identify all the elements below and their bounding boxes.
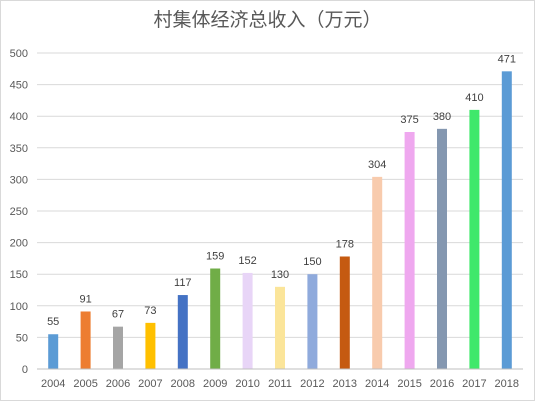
data-label: 91 (79, 293, 91, 305)
y-tick-label: 50 (16, 332, 28, 344)
y-tick-label: 100 (10, 301, 28, 313)
bar (177, 295, 188, 369)
y-tick-label: 450 (10, 80, 28, 92)
bar (404, 132, 415, 369)
y-tick-label: 150 (10, 269, 28, 281)
bar (113, 326, 123, 369)
y-tick-label: 0 (22, 364, 28, 376)
data-label: 130 (271, 269, 289, 281)
data-label: 304 (368, 159, 386, 171)
x-tick-label: 2009 (203, 378, 227, 390)
x-tick-label: 2015 (397, 378, 421, 390)
data-label: 117 (174, 277, 192, 289)
x-tick-label: 2016 (430, 378, 454, 390)
bar (372, 176, 383, 369)
x-tick-label: 2008 (171, 378, 195, 390)
data-label: 55 (47, 316, 59, 328)
x-tick-label: 2014 (365, 378, 389, 390)
bar (145, 322, 156, 369)
bar (339, 256, 350, 369)
bar (48, 334, 59, 369)
y-tick-label: 300 (10, 174, 28, 186)
x-tick-label: 2010 (235, 378, 259, 390)
data-label: 178 (336, 239, 354, 251)
data-label: 152 (238, 255, 256, 267)
data-label: 410 (465, 92, 483, 104)
bar (501, 71, 512, 369)
x-tick-label: 2006 (106, 378, 130, 390)
y-tick-label: 500 (10, 48, 28, 60)
data-labels: 55 91 67 73 117 159 152 130 150 178 304 375 380 410 47… (47, 53, 516, 328)
x-tick-label: 2007 (138, 378, 162, 390)
y-tick-label: 350 (10, 143, 28, 155)
bar (437, 128, 447, 369)
y-axis-ticks: 0 50 100 150 200 250 300 350 400 450 500 (10, 48, 28, 376)
data-label: 471 (498, 53, 516, 65)
data-label: 375 (400, 114, 418, 126)
x-tick-label: 2017 (462, 378, 486, 390)
bar (275, 286, 285, 369)
data-label: 159 (206, 251, 224, 263)
x-tick-label: 2005 (73, 378, 97, 390)
bar (307, 274, 318, 369)
x-axis-ticks: 2004 2005 2006 2007 2008 2009 2010 2011 2012 2013… (41, 378, 519, 390)
x-tick-label: 2013 (333, 378, 357, 390)
bar (242, 272, 253, 369)
x-tick-label: 2011 (268, 378, 292, 390)
data-label: 67 (112, 309, 124, 321)
data-label: 380 (433, 111, 451, 123)
y-tick-label: 200 (10, 238, 28, 250)
bar (210, 268, 221, 369)
x-tick-label: 2018 (495, 378, 519, 390)
data-label: 73 (144, 305, 156, 317)
bar (469, 109, 480, 369)
y-tick-label: 250 (10, 206, 28, 218)
bar (80, 311, 91, 369)
chart-title: 村集体经济总收入（万元） (153, 9, 382, 31)
bars (48, 71, 512, 369)
x-tick-label: 2012 (300, 378, 324, 390)
y-tick-label: 400 (10, 111, 28, 123)
x-tick-label: 2004 (41, 378, 65, 390)
data-label: 150 (303, 256, 321, 268)
